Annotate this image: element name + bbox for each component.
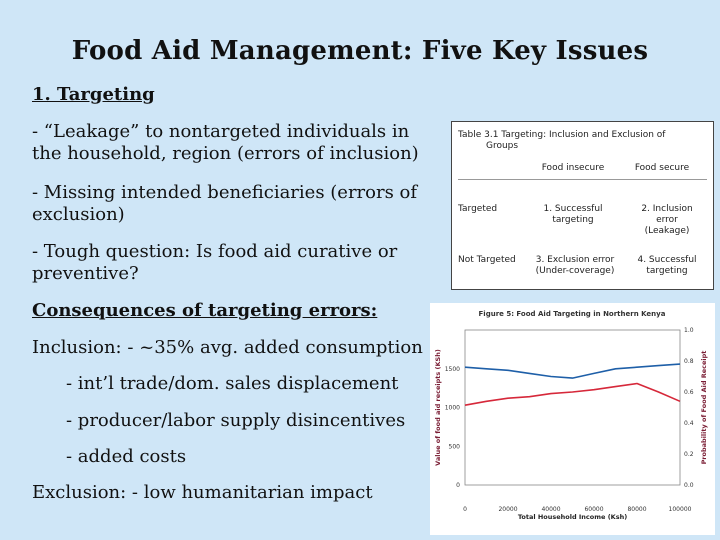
slide-title: Food Aid Management: Five Key Issues: [71, 36, 649, 66]
section-heading: 1. Targeting: [32, 84, 155, 105]
y2-axis-label: Probability of Food Aid Receipt: [700, 351, 708, 465]
exclusion-line: Exclusion: - low humanitarian impact: [32, 482, 373, 503]
y-tick-label: 1000: [445, 405, 460, 412]
y2-tick-label: 0.0: [684, 482, 694, 489]
bullet-question: - Tough question: Is food aid curative o…: [32, 241, 398, 284]
plot-area: [464, 329, 681, 486]
bullet-leakage: - “Leakage” to nontargeted individuals i…: [32, 121, 419, 164]
targeting-table: Table 3.1 Targeting: Inclusion and Exclu…: [451, 121, 714, 290]
col-header-food-secure: Food secure: [634, 163, 690, 173]
series-line-1: [464, 382, 681, 406]
inclusion-line: Inclusion: - ~35% avg. added consumption: [32, 337, 423, 358]
cell-inclusion-error: 2. Inclusion error (Leakage): [627, 204, 707, 237]
row-label-targeted: Targeted: [458, 204, 498, 214]
x-tick-label: 100000: [669, 506, 692, 513]
row-label-not-targeted: Not Targeted: [458, 255, 516, 265]
inclusion-subitem: - int’l trade/dom. sales displacement: [66, 373, 399, 394]
y-tick-label: 0: [456, 482, 460, 489]
cell-text: (Leakage): [644, 226, 690, 236]
cell-text: targeting: [646, 266, 688, 276]
cell-text: 2. Inclusion: [641, 204, 693, 214]
inclusion-subitem: - added costs: [66, 446, 187, 467]
cell-text: (Under-coverage): [535, 266, 615, 276]
x-tick-label: 80000: [627, 506, 646, 513]
x-tick-label: 60000: [584, 506, 603, 513]
cell-text: 4. Successful: [637, 255, 697, 265]
y2-tick-label: 0.6: [684, 389, 694, 396]
table-caption-line1: Table 3.1 Targeting: Inclusion and Exclu…: [458, 130, 666, 140]
table-divider: [458, 179, 707, 180]
y-tick-label: 500: [449, 443, 461, 450]
cell-text: targeting: [552, 215, 594, 225]
cell-exclusion-error: 3. Exclusion error (Under-coverage): [530, 255, 620, 277]
consequences-heading: Consequences of targeting errors:: [32, 300, 378, 321]
y2-tick-label: 1.0: [684, 327, 694, 334]
table-caption-line2: Groups: [486, 141, 519, 151]
y-tick-label: 1500: [445, 366, 460, 373]
x-axis-label: Total Household Income (Ksh): [518, 513, 627, 521]
y2-tick-label: 0.2: [684, 451, 694, 458]
y-axis-label: Value of food aid receipts (KSh): [434, 349, 442, 466]
x-tick-label: 40000: [541, 506, 560, 513]
x-tick-label: 0: [463, 506, 467, 513]
chart-title: Figure 5: Food Aid Targeting in Northern…: [479, 310, 666, 318]
inclusion-subitem: - producer/labor supply disincentives: [66, 410, 406, 431]
food-aid-chart: Figure 5: Food Aid Targeting in Northern…: [434, 310, 708, 521]
cell-text: 1. Successful: [543, 204, 603, 214]
col-header-food-insecure: Food insecure: [541, 163, 605, 173]
cell-successful-targeting: 1. Successful targeting: [532, 204, 614, 226]
cell-text: 3. Exclusion error: [535, 255, 615, 265]
bullet-missing: - Missing intended beneficiaries (errors…: [32, 182, 418, 225]
y2-tick-label: 0.4: [684, 420, 694, 427]
table-caption: Table 3.1 Targeting: Inclusion and Exclu…: [458, 130, 703, 152]
x-tick-label: 20000: [498, 506, 517, 513]
y2-tick-label: 0.8: [684, 358, 694, 365]
cell-text: error: [656, 215, 678, 225]
cell-successful-targeting-2: 4. Successful targeting: [627, 255, 707, 277]
figure-food-aid-targeting: Figure 5: Food Aid Targeting in Northern…: [430, 303, 715, 535]
series-line-0: [464, 363, 681, 379]
